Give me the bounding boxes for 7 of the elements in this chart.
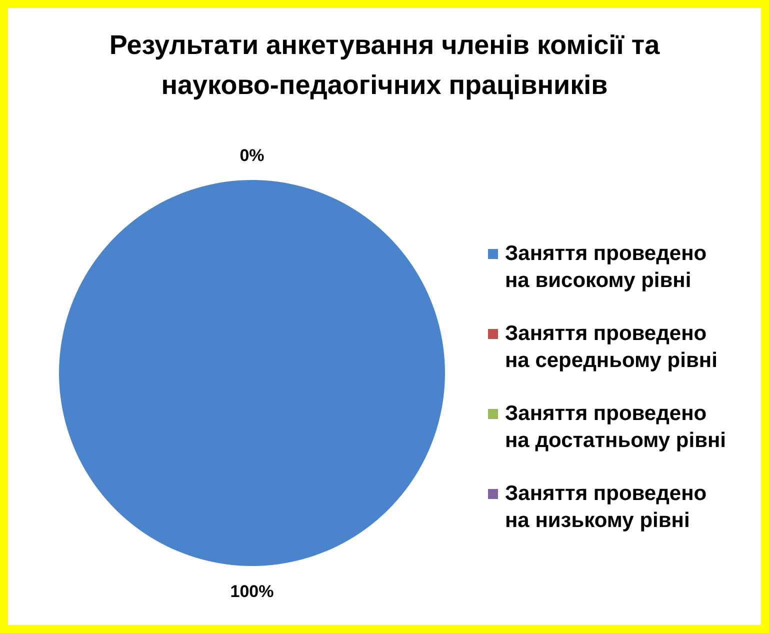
legend-label: Заняття проведено на середньому рівні [505,322,718,372]
legend-label: Заняття проведено на високому рівні [505,242,707,292]
legend-label: Заняття проведено на низькому рівні [505,482,707,532]
chart-title: Результати анкетування членів комісії та науково-педаогічних працівників [109,30,660,100]
legend-label: Заняття проведено на достатньому рівні [505,402,726,452]
data-label: 100% [230,582,274,600]
text: 0% [240,146,264,164]
